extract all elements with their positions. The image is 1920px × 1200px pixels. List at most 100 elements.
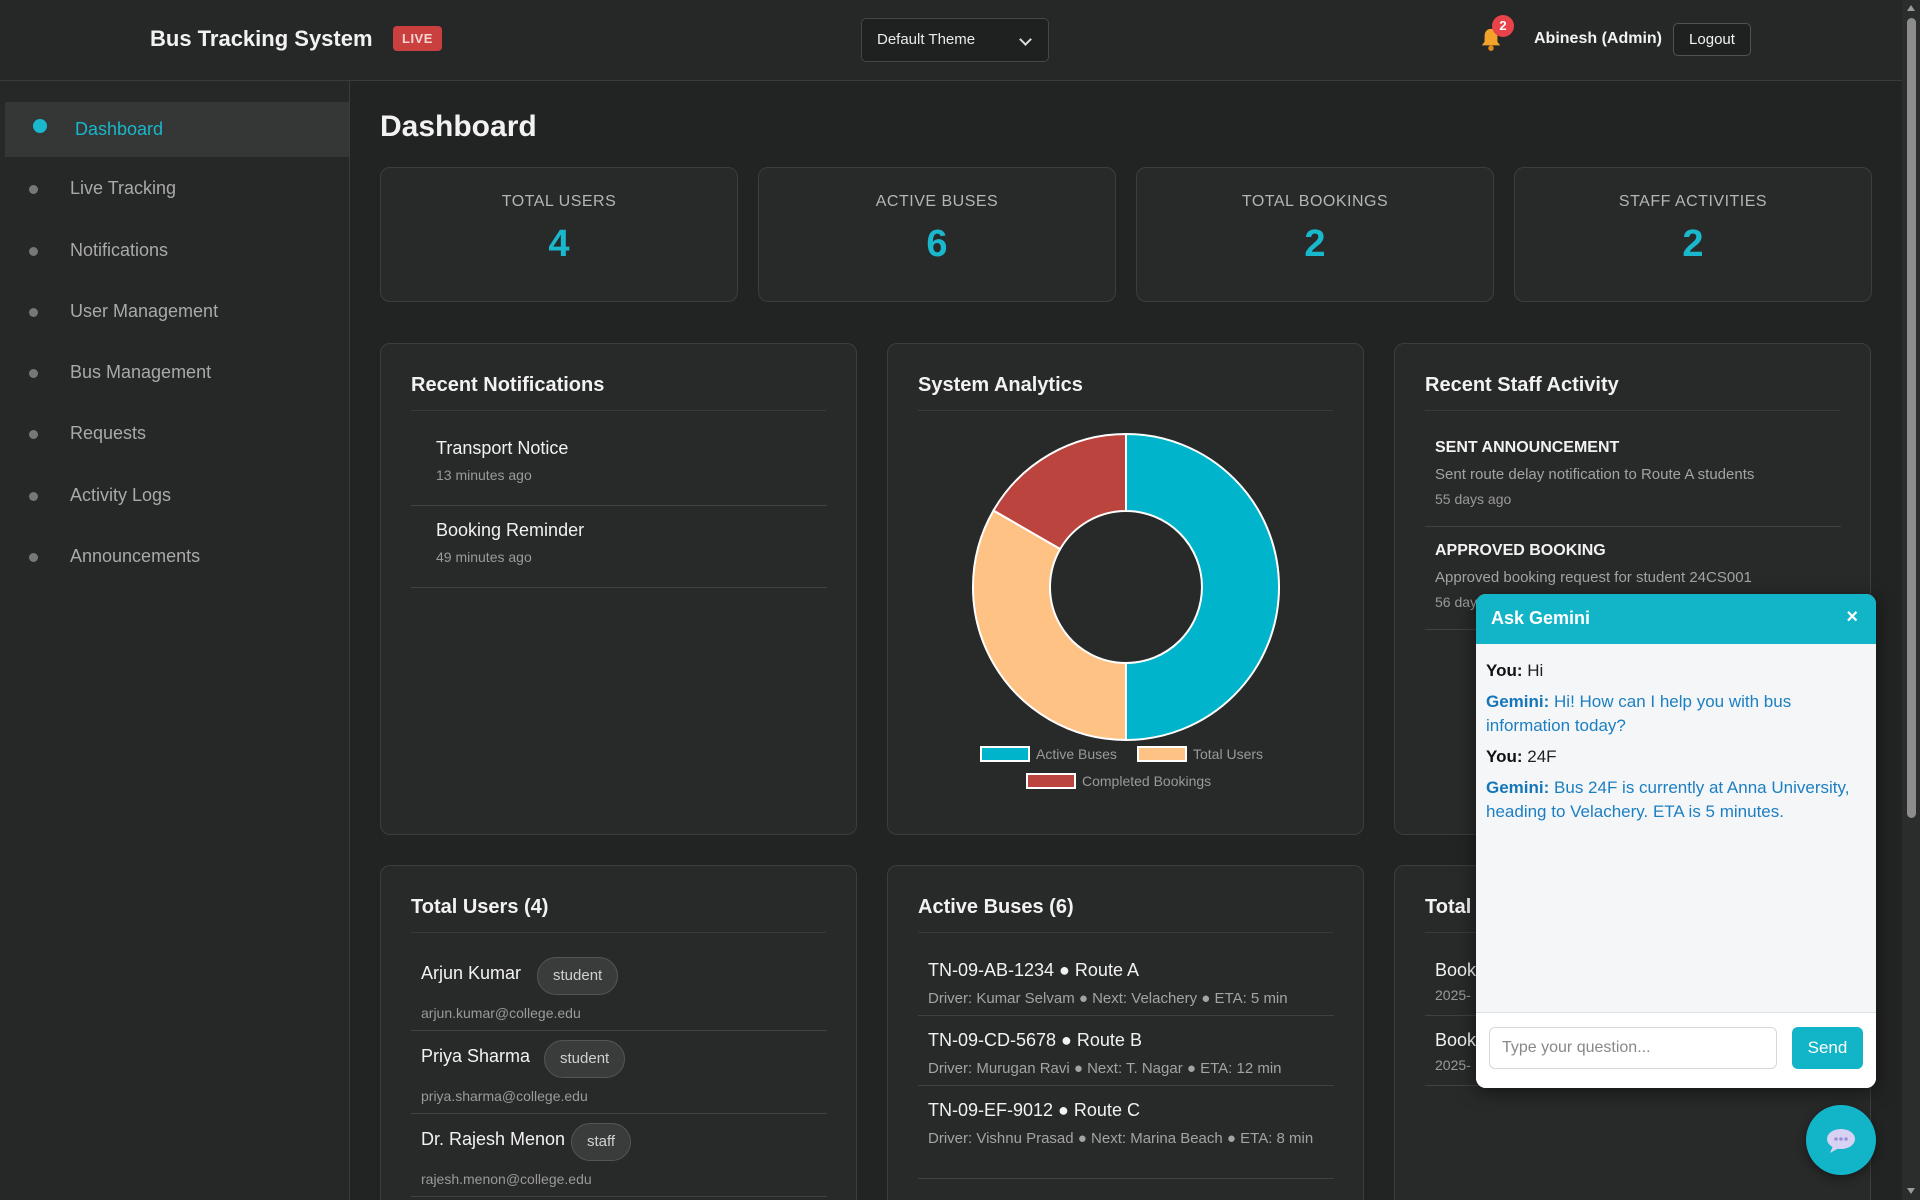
user-name: Arjun Kumar: [421, 963, 522, 983]
top-header: Bus Tracking System LIVE Default Theme 2…: [0, 0, 1902, 81]
legend-item-active-buses: Active Buses: [980, 746, 1117, 762]
close-icon[interactable]: ×: [1846, 606, 1858, 628]
activity-title: APPROVED BOOKING: [1435, 542, 1606, 559]
sidebar: Dashboard Live Tracking Notifications Us…: [0, 81, 350, 1200]
sidebar-item-label: Live Tracking: [70, 178, 177, 198]
dot-icon: [29, 247, 38, 256]
sidebar-item-label: Bus Management: [70, 362, 212, 382]
stat-card-total-users: TOTAL USERS 4: [380, 167, 738, 302]
stat-card-total-bookings: TOTAL BOOKINGS 2: [1136, 167, 1494, 302]
booking-title: Book: [1435, 1030, 1477, 1050]
page-title: Dashboard: [380, 110, 537, 143]
legend-item-completed-bookings: Completed Bookings: [1026, 773, 1211, 789]
stat-value: 2: [1304, 223, 1326, 265]
panel-title: Recent Staff Activity: [1425, 374, 1840, 411]
logout-button[interactable]: Logout: [1673, 23, 1751, 56]
user-row[interactable]: Dr. Rajesh Menon staff rajesh.menon@coll…: [411, 1114, 827, 1197]
bus-detail: Driver: Vishnu Prasad ● Next: Marina Bea…: [928, 1130, 1314, 1147]
send-button[interactable]: Send: [1792, 1027, 1863, 1069]
legend-swatch: [980, 746, 1030, 762]
sidebar-item-announcements[interactable]: Announcements: [5, 529, 349, 584]
panel-title: System Analytics: [918, 374, 1333, 411]
activity-title: SENT ANNOUNCEMENT: [1435, 439, 1620, 456]
notification-title: Transport Notice: [436, 438, 569, 458]
bus-row[interactable]: TN-09-EF-9012 ● Route C Driver: Vishnu P…: [918, 1086, 1334, 1179]
sidebar-item-label: Announcements: [70, 546, 201, 566]
sidebar-item-live-tracking[interactable]: Live Tracking: [5, 161, 349, 216]
dot-icon: [29, 430, 38, 439]
user-email: rajesh.menon@college.edu: [421, 1171, 592, 1187]
panel-title: Recent Notifications: [411, 374, 826, 411]
chat-question-input[interactable]: [1489, 1027, 1777, 1069]
sidebar-item-dashboard[interactable]: Dashboard: [5, 102, 349, 157]
bus-title: TN-09-CD-5678 ● Route B: [928, 1030, 1142, 1050]
panel-title: Active Buses (6): [918, 896, 1333, 933]
chat-message-gemini: Gemini: Hi! How can I help you with bus …: [1486, 692, 1792, 735]
role-badge: staff: [571, 1123, 632, 1161]
chevron-down-icon: [1019, 33, 1032, 46]
sidebar-item-requests[interactable]: Requests: [5, 406, 349, 461]
sidebar-item-user-management[interactable]: User Management: [5, 284, 349, 339]
activity-time: 55 days ago: [1435, 491, 1512, 507]
chat-input-bar: Send: [1476, 1012, 1876, 1088]
legend-label: Completed Bookings: [1082, 773, 1212, 789]
activity-description: Sent route delay notification to Route A…: [1435, 466, 1755, 483]
chat-title: Ask Gemini: [1491, 608, 1591, 628]
chat-header: Ask Gemini ×: [1476, 594, 1876, 644]
user-row[interactable]: Arjun Kumar student arjun.kumar@college.…: [411, 948, 827, 1031]
system-analytics-panel: System Analytics Active Buses Total User…: [887, 343, 1364, 835]
user-name: Priya Sharma: [421, 1046, 531, 1066]
sidebar-item-bus-management[interactable]: Bus Management: [5, 345, 349, 400]
theme-select[interactable]: Default Theme: [861, 18, 1049, 62]
analytics-donut-chart: [972, 432, 1280, 742]
app-title: Bus Tracking System: [150, 26, 373, 51]
active-buses-panel: Active Buses (6) TN-09-AB-1234 ● Route A…: [887, 865, 1364, 1200]
live-badge: LIVE: [393, 26, 442, 51]
legend-label: Active Buses: [1036, 746, 1117, 762]
scroll-up-arrow-icon[interactable]: [1907, 5, 1915, 11]
booking-title: Book: [1435, 960, 1477, 980]
donut-slice-total-users[interactable]: [972, 509, 1127, 742]
user-name: Dr. Rajesh Menon: [421, 1129, 566, 1149]
sidebar-item-label: Requests: [70, 423, 147, 443]
panel-title: Total Users (4): [411, 896, 826, 933]
stat-value: 6: [926, 223, 948, 265]
chat-message-user: You: Hi: [1486, 661, 1544, 680]
bus-detail: Driver: Murugan Ravi ● Next: T. Nagar ● …: [928, 1060, 1282, 1077]
notification-item[interactable]: Booking Reminder 49 minutes ago: [411, 506, 827, 588]
chat-bubble-icon: [1827, 1129, 1855, 1153]
sidebar-item-label: Dashboard: [75, 119, 164, 139]
bus-row[interactable]: TN-09-AB-1234 ● Route A Driver: Kumar Se…: [918, 946, 1334, 1016]
bus-detail: Driver: Kumar Selvam ● Next: Velachery ●…: [928, 990, 1288, 1007]
notification-time: 49 minutes ago: [436, 549, 532, 565]
recent-notifications-panel: Recent Notifications Transport Notice 13…: [380, 343, 857, 835]
activity-item: SENT ANNOUNCEMENT Sent route delay notif…: [1425, 424, 1841, 527]
user-email: arjun.kumar@college.edu: [421, 1005, 581, 1021]
sidebar-item-label: Activity Logs: [70, 485, 172, 505]
bus-title: TN-09-AB-1234 ● Route A: [928, 960, 1139, 980]
dot-icon: [29, 492, 38, 501]
legend-swatch: [1026, 773, 1076, 789]
role-badge: student: [544, 1040, 626, 1078]
notification-item[interactable]: Transport Notice 13 minutes ago: [411, 424, 827, 506]
bus-row[interactable]: TN-09-CD-5678 ● Route B Driver: Murugan …: [918, 1016, 1334, 1086]
user-row[interactable]: Priya Sharma student priya.sharma@colleg…: [411, 1031, 827, 1114]
total-users-panel: Total Users (4) Arjun Kumar student arju…: [380, 865, 857, 1200]
legend-item-total-users: Total Users: [1137, 746, 1263, 762]
scrollbar-thumb[interactable]: [1907, 18, 1916, 818]
sidebar-item-label: Notifications: [70, 240, 169, 260]
scroll-down-arrow-icon[interactable]: [1907, 1188, 1915, 1194]
chat-toggle-button[interactable]: [1806, 1105, 1876, 1175]
dot-icon: [29, 369, 38, 378]
donut-slice-active-buses[interactable]: [1125, 432, 1280, 742]
sidebar-item-label: User Management: [70, 301, 219, 321]
page-scrollbar[interactable]: [1902, 0, 1920, 1200]
donut-slice-completed-bookings[interactable]: [992, 432, 1127, 551]
notification-title: Booking Reminder: [436, 520, 585, 540]
dot-icon: [29, 308, 38, 317]
stat-value: 2: [1682, 223, 1704, 265]
sidebar-item-activity-logs[interactable]: Activity Logs: [5, 468, 349, 523]
booking-date: 2025-: [1435, 987, 1471, 1003]
dot-icon: [29, 553, 38, 562]
sidebar-item-notifications[interactable]: Notifications: [5, 223, 349, 278]
